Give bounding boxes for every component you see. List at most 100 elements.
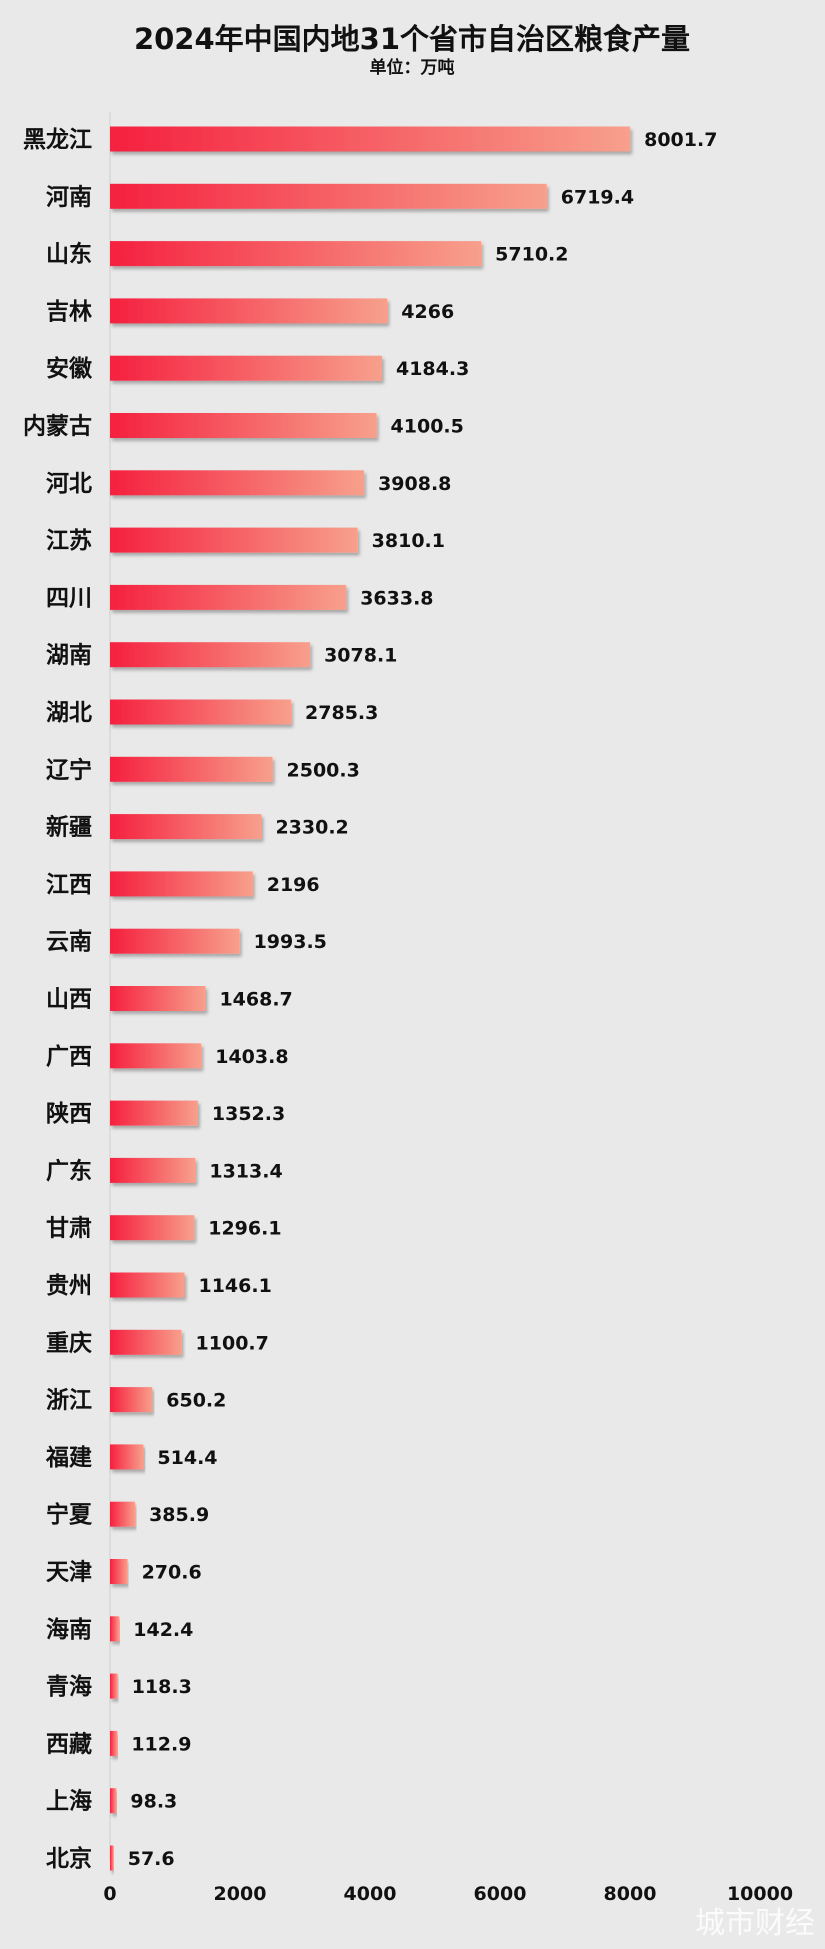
chart-title: 2024年中国内地31个省市自治区粮食产量: [134, 22, 690, 56]
bar-12: [110, 814, 262, 840]
x-tick-label-0: 0: [103, 1883, 116, 1905]
value-label-6: 3908.8: [378, 473, 451, 495]
category-label-23: 福建: [45, 1445, 92, 1471]
bar-30: [110, 1845, 114, 1871]
value-label-2: 5710.2: [495, 244, 568, 266]
value-label-17: 1352.3: [212, 1103, 285, 1125]
bar-23: [110, 1444, 144, 1470]
value-label-4: 4184.3: [396, 358, 469, 380]
value-label-23: 514.4: [157, 1447, 217, 1469]
category-label-25: 天津: [46, 1559, 92, 1586]
category-label-18: 广东: [46, 1157, 92, 1184]
bar-9: [110, 642, 311, 668]
value-label-9: 3078.1: [324, 645, 397, 667]
bar-28: [110, 1730, 118, 1756]
category-label-29: 上海: [46, 1788, 92, 1815]
bar-25: [110, 1559, 128, 1584]
value-label-15: 1468.7: [219, 989, 292, 1011]
bar-14: [110, 928, 240, 954]
x-tick-label-5: 10000: [727, 1883, 793, 1905]
x-tick-label-1: 2000: [214, 1883, 267, 1905]
value-label-5: 4100.5: [391, 416, 464, 438]
bar-20: [110, 1272, 185, 1298]
value-label-26: 142.4: [133, 1619, 193, 1641]
value-label-30: 57.6: [128, 1848, 175, 1870]
value-label-13: 2196: [267, 874, 320, 896]
bar-10: [110, 699, 292, 725]
category-label-13: 江西: [46, 872, 92, 898]
category-label-21: 重庆: [46, 1329, 92, 1356]
category-label-4: 安徽: [46, 355, 93, 382]
category-label-1: 河南: [46, 184, 92, 210]
value-label-27: 118.3: [132, 1676, 192, 1698]
value-label-7: 3810.1: [372, 530, 445, 552]
bars-layer: [110, 126, 631, 1871]
value-label-3: 4266: [401, 301, 454, 323]
category-label-26: 海南: [46, 1616, 92, 1643]
category-label-3: 吉林: [46, 298, 92, 325]
chart-subtitle: 单位：万吨: [370, 57, 455, 78]
bar-2: [110, 241, 482, 267]
value-label-29: 98.3: [130, 1791, 177, 1813]
bar-29: [110, 1788, 117, 1814]
bar-8: [110, 584, 347, 610]
value-label-25: 270.6: [142, 1562, 202, 1584]
bar-26: [110, 1616, 120, 1642]
category-label-30: 北京: [46, 1845, 92, 1872]
category-label-11: 辽宁: [46, 756, 92, 783]
watermark: 城市财经: [695, 1906, 815, 1941]
category-label-2: 山东: [46, 241, 92, 268]
x-tick-label-4: 8000: [604, 1883, 657, 1905]
category-label-6: 河北: [46, 471, 92, 497]
category-label-17: 陕西: [46, 1100, 92, 1127]
value-label-28: 112.9: [131, 1733, 191, 1755]
category-label-19: 甘肃: [46, 1216, 92, 1242]
category-label-28: 西藏: [46, 1731, 92, 1757]
value-label-10: 2785.3: [305, 702, 378, 724]
bar-3: [110, 298, 388, 324]
value-label-20: 1146.1: [198, 1275, 271, 1297]
value-label-1: 6719.4: [561, 186, 634, 208]
category-label-24: 宁夏: [46, 1501, 93, 1528]
x-tick-label-3: 6000: [474, 1883, 527, 1905]
value-label-21: 1100.7: [196, 1332, 269, 1354]
bar-0: [110, 126, 631, 152]
value-label-22: 650.2: [166, 1390, 226, 1412]
value-label-12: 2330.2: [275, 817, 348, 839]
category-label-22: 浙江: [46, 1388, 92, 1414]
bar-1: [110, 183, 547, 209]
category-label-9: 湖南: [46, 643, 92, 669]
bar-17: [110, 1100, 198, 1126]
bar-27: [110, 1673, 118, 1699]
value-label-0: 8001.7: [644, 129, 717, 151]
bar-19: [110, 1215, 195, 1241]
category-label-0: 黑龙江: [23, 127, 92, 153]
category-label-14: 云南: [46, 929, 92, 955]
value-label-24: 385.9: [149, 1504, 209, 1526]
bar-11: [110, 756, 273, 782]
bar-5: [110, 413, 377, 438]
bar-24: [110, 1501, 136, 1527]
bar-16: [110, 1043, 202, 1069]
value-label-18: 1313.4: [209, 1160, 282, 1182]
bar-13: [110, 871, 253, 897]
bar-4: [110, 355, 382, 381]
bar-21: [110, 1329, 182, 1355]
category-label-27: 青海: [46, 1673, 92, 1700]
bar-22: [110, 1387, 153, 1413]
category-label-20: 贵州: [46, 1273, 92, 1299]
value-label-19: 1296.1: [208, 1218, 281, 1240]
value-label-11: 2500.3: [287, 759, 360, 781]
value-labels: 8001.7 6719.4 5710.2 4266 4184.3 4100.5 3908.8…: [128, 129, 718, 1870]
category-label-15: 山西: [46, 987, 92, 1013]
value-label-8: 3633.8: [360, 587, 433, 609]
bar-18: [110, 1157, 196, 1183]
x-axis-ticks: 0 2000 4000 6000 8000 10000: [103, 1883, 793, 1905]
value-label-14: 1993.5: [254, 931, 327, 953]
x-tick-label-2: 4000: [344, 1883, 397, 1905]
category-label-10: 湖北: [46, 700, 92, 726]
bar-15: [110, 986, 206, 1011]
category-label-16: 广西: [46, 1043, 92, 1070]
category-label-8: 四川: [46, 585, 92, 611]
